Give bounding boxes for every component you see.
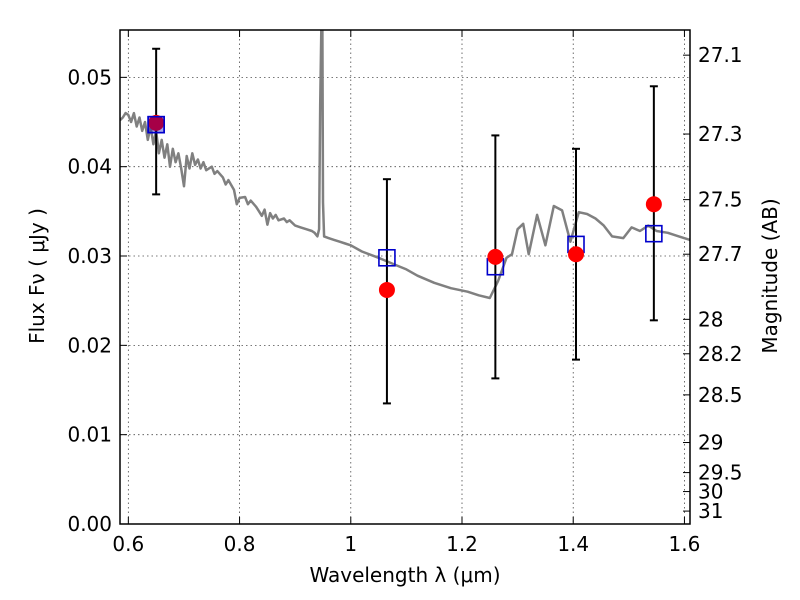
model-photometry-square <box>645 224 663 243</box>
mag-tick-label: 29.5 <box>698 461 743 485</box>
plot-layer <box>120 30 690 405</box>
model-spectrum-line <box>120 30 690 300</box>
mag-tick-label: 28.2 <box>698 342 743 366</box>
y-tick-label: 0.05 <box>67 65 112 89</box>
observed-flux-point <box>487 248 504 265</box>
model-photometry-square-overlap <box>147 115 165 134</box>
y-axis-label: Flux Fν ( μJy ) <box>25 208 49 344</box>
y-tick-label: 0.02 <box>67 333 112 357</box>
y-tick-label: 0.03 <box>67 244 112 268</box>
y-tick-label: 0.00 <box>67 512 112 536</box>
x-tick-label: 1.2 <box>446 532 478 556</box>
mag-tick-label: 27.3 <box>698 122 743 146</box>
observed-flux-point <box>568 246 584 263</box>
x-axis-label: Wavelength λ (μm) <box>309 563 500 587</box>
mag-tick-label: 29 <box>698 431 723 455</box>
x-tick-label: 1 <box>344 532 357 556</box>
x-tick-label: 0.6 <box>112 532 144 556</box>
x-tick-label: 1.4 <box>557 532 589 556</box>
y-tick-label: 0.04 <box>67 155 112 179</box>
mag-tick-label: 31 <box>698 499 723 523</box>
y2-axis-label: Magnitude (AB) <box>758 198 782 353</box>
grid-layer <box>120 30 690 525</box>
mag-tick-label: 27.5 <box>698 188 743 212</box>
observed-flux-point <box>378 281 395 298</box>
x-tick-label: 0.8 <box>224 532 256 556</box>
mag-tick-label: 27.1 <box>698 43 743 67</box>
observed-flux-point <box>148 114 165 131</box>
observed-flux-point <box>645 196 662 213</box>
tick-layer: 0.6 0.8 1 1.2 1.4 1.6 0.00 0.01 0.02 0.03 0.04 0.05… <box>67 30 743 556</box>
mag-tick-label: 30 <box>698 480 723 504</box>
mag-tick-label: 28 <box>698 307 723 331</box>
model-photometry-square <box>378 248 396 267</box>
x-tick-label: 1.6 <box>669 532 701 556</box>
y-tick-label: 0.01 <box>67 423 112 447</box>
mag-tick-label: 28.5 <box>698 383 743 407</box>
mag-tick-label: 27.7 <box>698 242 743 266</box>
plot-frame <box>119 29 691 525</box>
